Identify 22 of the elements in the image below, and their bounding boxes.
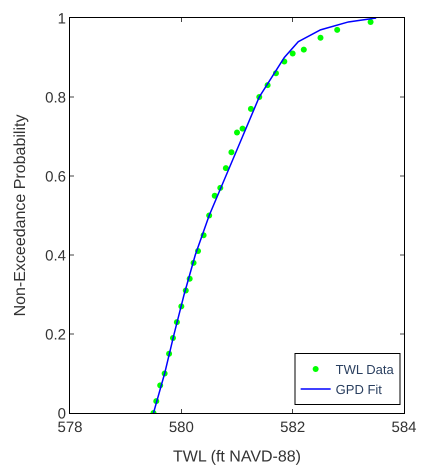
x-axis-title: TWL (ft NAVD-88) [172,448,302,466]
y-tick-label: 0.8 [45,89,66,106]
point [300,46,307,53]
legend-label: TWL Data [336,362,394,378]
point [334,26,340,33]
y-tick-label: 1 [58,10,66,28]
point [228,149,234,156]
y-tick-label: 0.4 [45,247,66,264]
point [222,165,229,172]
y-axis-title: Non-Exceedance Probability [12,114,30,316]
legend-label: GPD Fit [336,382,382,398]
y-tick-label: 0.2 [45,326,66,344]
point [234,130,240,136]
point [248,106,254,112]
x-tick-label: 580 [168,419,194,436]
point [318,34,324,41]
x-tick-label: 584 [391,419,417,436]
y-tick-label: 0.6 [45,168,66,186]
point [368,18,374,25]
x-tick-label: 582 [280,419,306,436]
point [290,50,296,57]
point [240,126,246,132]
